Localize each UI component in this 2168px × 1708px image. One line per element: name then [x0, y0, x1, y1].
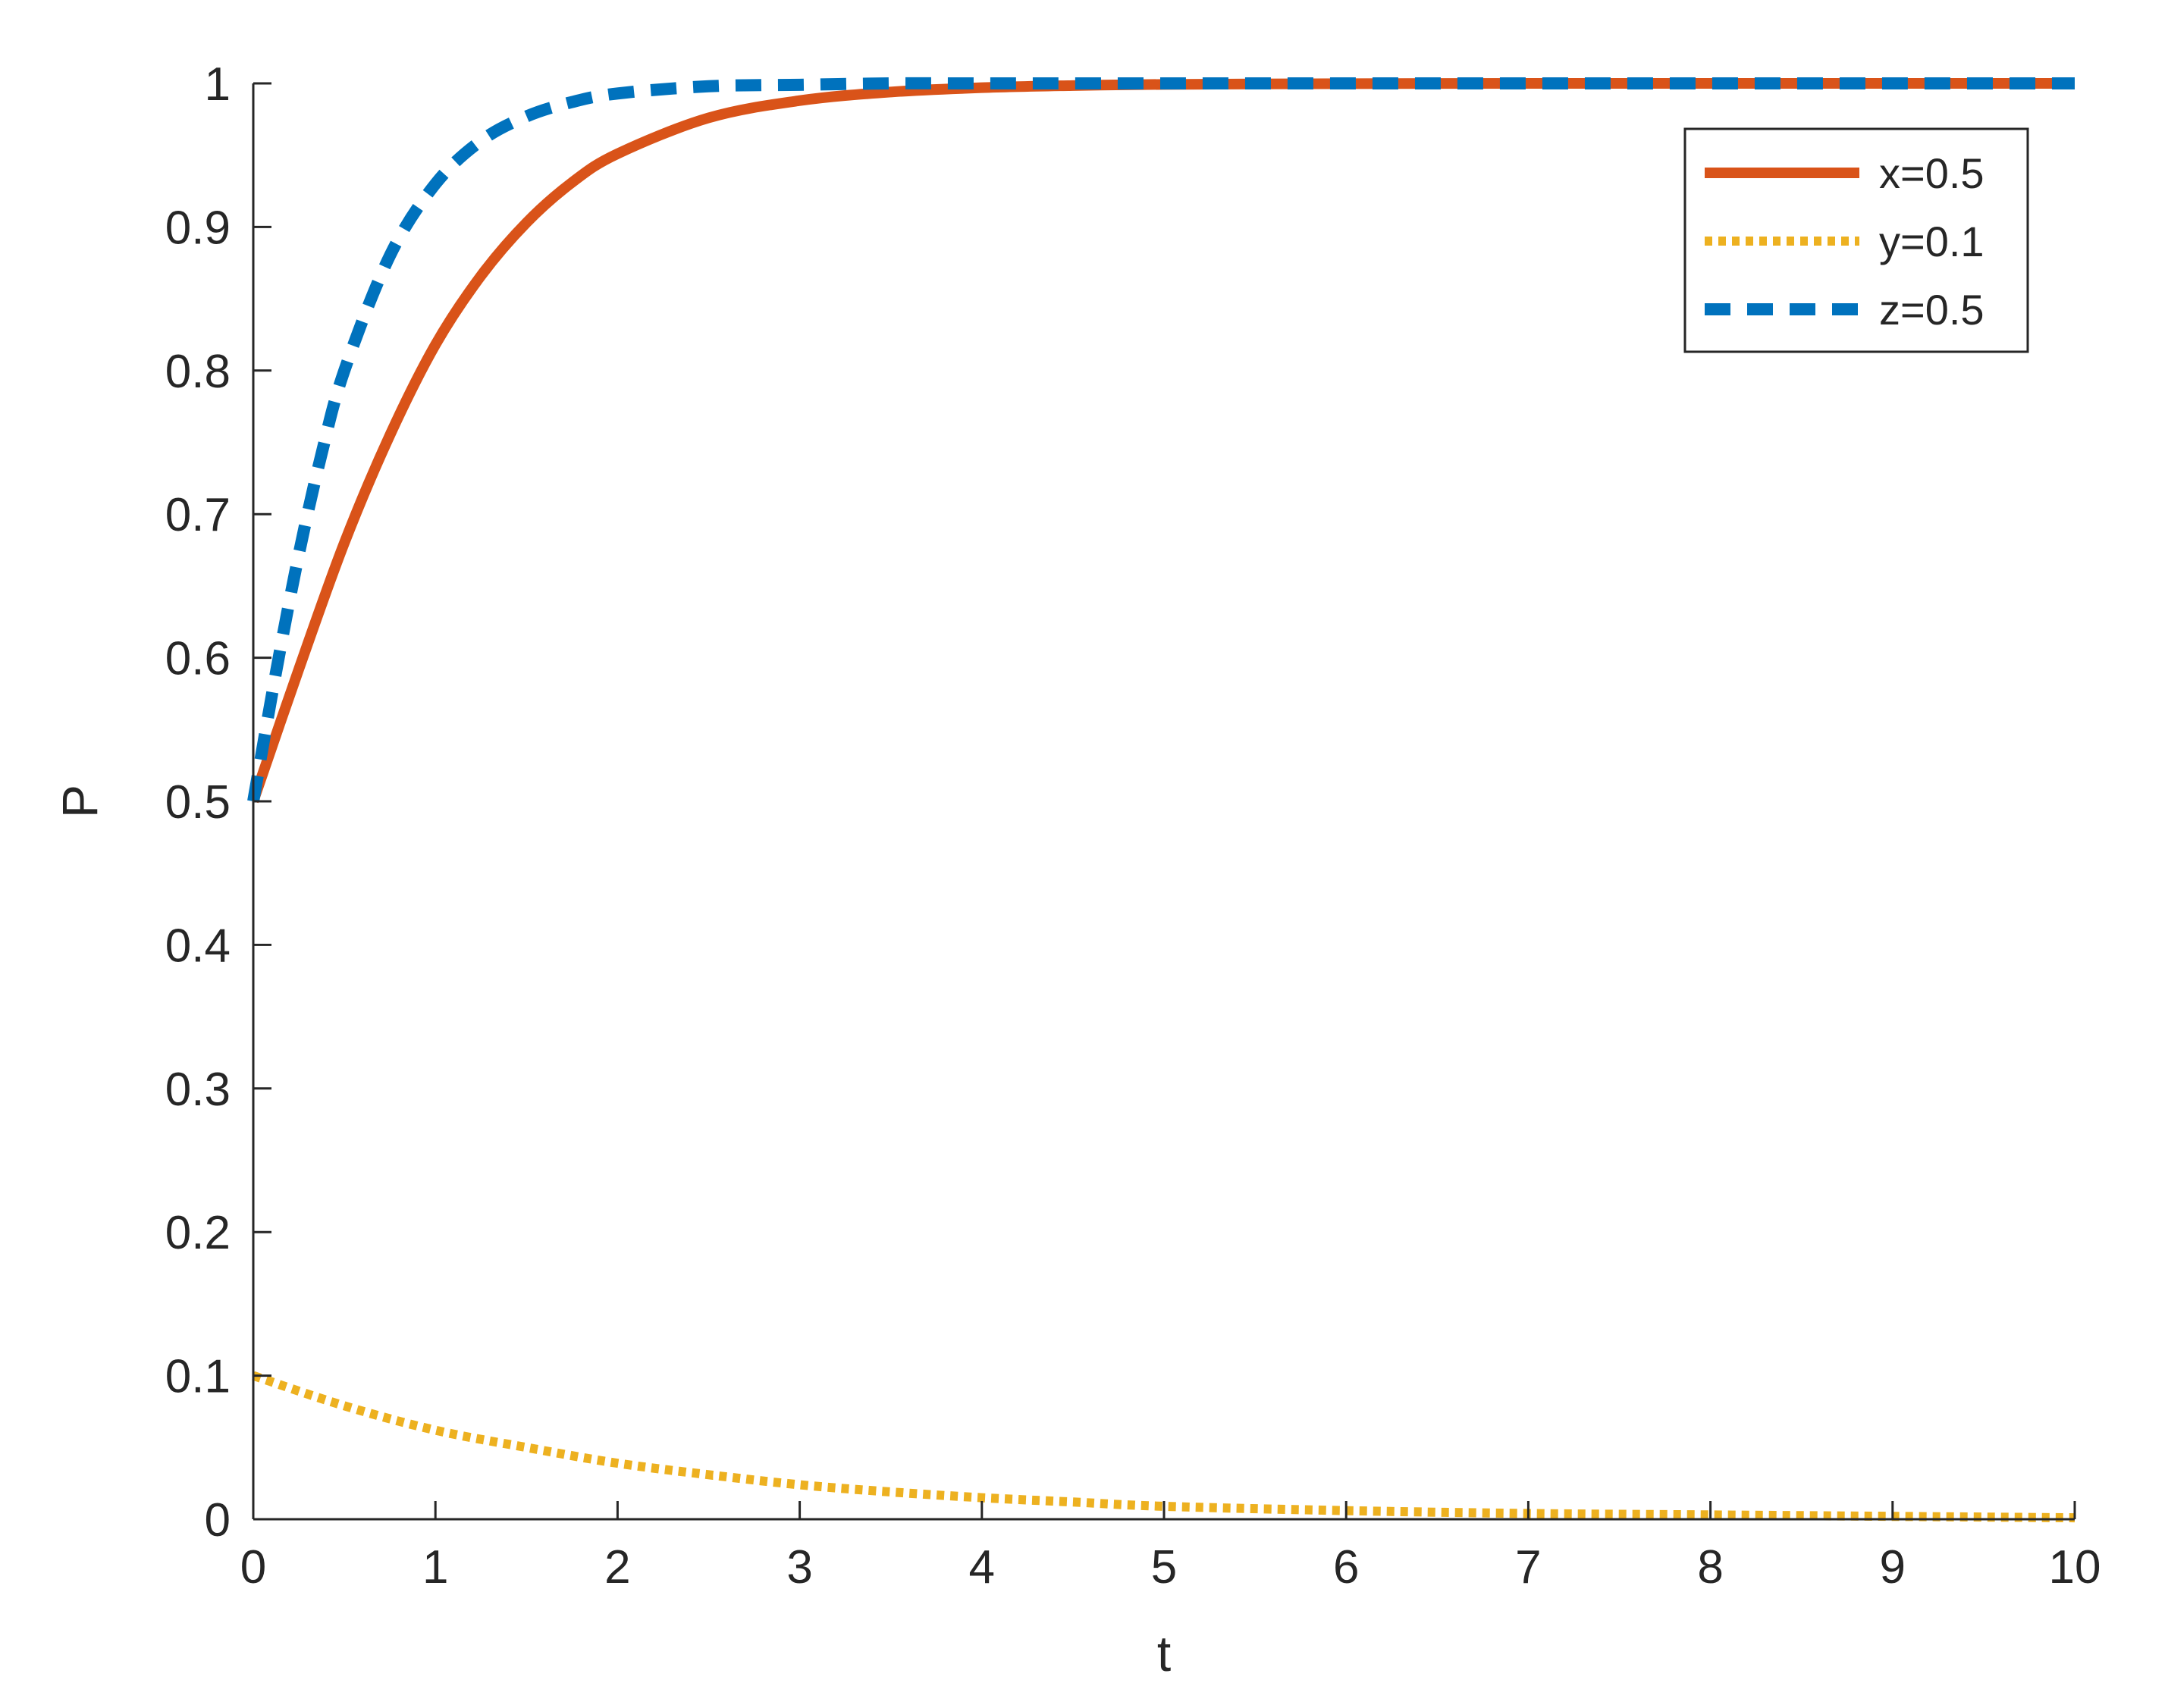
legend-label: x=0.5 — [1879, 149, 1984, 197]
x-tick-label: 7 — [1515, 1541, 1541, 1594]
x-tick-label: 9 — [1880, 1541, 1906, 1594]
y-tick-label: 0.5 — [165, 776, 231, 829]
x-tick-label: 8 — [1697, 1541, 1723, 1594]
x-axis-label: t — [1157, 1625, 1171, 1681]
y-tick-label: 0.3 — [165, 1064, 231, 1116]
x-tick-label: 1 — [422, 1541, 448, 1594]
y-tick-label: 0.6 — [165, 633, 231, 685]
x-tick-label: 3 — [786, 1541, 812, 1594]
y-tick-label: 0.2 — [165, 1207, 231, 1259]
y-tick-label: 0.7 — [165, 489, 231, 541]
y-axis-label: P — [52, 785, 108, 818]
y-tick-label: 0.8 — [165, 346, 231, 398]
y-tick-label: 0.4 — [165, 920, 231, 972]
y-tick-label: 1 — [205, 58, 231, 111]
x-tick-label: 10 — [2049, 1541, 2101, 1594]
series-layer — [247, 77, 2075, 1523]
x-tick-label: 5 — [1151, 1541, 1177, 1594]
x-tick-label: 2 — [604, 1541, 630, 1594]
legend-label: z=0.5 — [1879, 286, 1984, 334]
tick-layer: 0 1 2 3 4 5 6 7 8 9 10 0 0.1 0.2 0.3 0.4 0.5 0.6 0.7 0.8 0.9… — [165, 58, 2101, 1594]
y-tick-label: 0.1 — [165, 1351, 231, 1403]
y-tick-label: 0.9 — [165, 202, 231, 254]
series-line-y=0.1 — [252, 1371, 2075, 1523]
y-tick-label: 0 — [205, 1494, 231, 1547]
x-tick-label: 0 — [240, 1541, 266, 1594]
legend: x=0.5 y=0.1 z=0.5 — [1683, 127, 2029, 353]
x-tick-label: 4 — [969, 1541, 995, 1594]
x-tick-label: 6 — [1333, 1541, 1359, 1594]
legend-label: y=0.1 — [1879, 218, 1984, 265]
